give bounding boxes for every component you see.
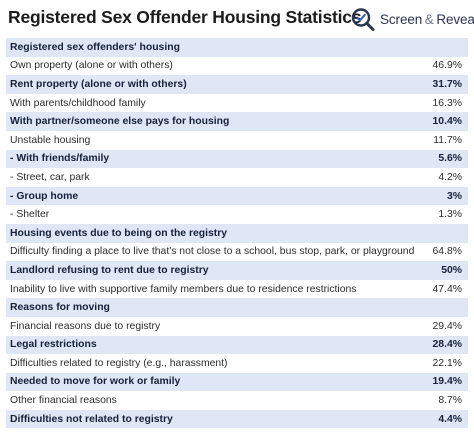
table-row: Difficulties not related to registry 4.4% xyxy=(6,409,468,429)
row-label: Financial reasons due to registry xyxy=(10,320,161,332)
row-value: 29.4% xyxy=(432,320,462,332)
table-row: - Group home 3% xyxy=(6,186,468,206)
row-value: 3% xyxy=(446,190,462,202)
table-row: Needed to move for work or family 19.4% xyxy=(6,372,468,392)
row-label: Other financial reasons xyxy=(10,395,117,407)
table-row: - With friends/family 5.6% xyxy=(6,149,468,169)
row-label: Legal restrictions xyxy=(10,339,97,351)
table-row: Landlord refusing to rent due to registr… xyxy=(6,261,468,280)
row-label: Unstable housing xyxy=(10,134,91,146)
row-label: With partner/someone else pays for housi… xyxy=(10,116,230,128)
row-value: 1.3% xyxy=(438,209,462,221)
section-header-row: Reasons for moving xyxy=(6,298,468,317)
table-row: Inability to live with supportive family… xyxy=(6,279,468,299)
table-row: Other financial reasons 8.7% xyxy=(6,391,468,410)
row-value: 8.7% xyxy=(438,395,462,407)
row-label: Needed to move for work or family xyxy=(10,376,181,388)
table-row: With parents/childhood family 16.3% xyxy=(6,93,468,113)
row-value: 31.7% xyxy=(432,78,462,90)
row-value: 19.4% xyxy=(432,376,462,388)
table-row: - Street, car, park 4.2% xyxy=(6,168,468,187)
row-value: 22.1% xyxy=(432,357,462,369)
section-title: Reasons for moving xyxy=(10,302,110,314)
table-row: Difficulty finding a place to live that'… xyxy=(6,242,468,262)
section-title: Registered sex offenders' housing xyxy=(10,41,180,53)
table-row: Own property (alone or with others) 46.9% xyxy=(6,56,468,76)
brand-name: Screen & Reveal xyxy=(380,12,474,27)
row-label: Difficulty finding a place to live that'… xyxy=(10,246,415,258)
table-row: Rent property (alone or with others) 31.7… xyxy=(6,75,468,94)
table-row: Legal restrictions 28.4% xyxy=(6,335,468,355)
row-label: Inability to live with supportive family… xyxy=(10,283,357,295)
section-header-row: Registered sex offenders' housing xyxy=(6,38,468,57)
brand-name-part2: Reveal xyxy=(436,11,474,27)
row-value: 11.7% xyxy=(433,134,462,146)
row-value: 46.9% xyxy=(432,60,462,72)
row-label: Landlord refusing to rent due to registr… xyxy=(10,264,209,276)
magnifier-check-icon xyxy=(351,8,375,31)
table-row: Difficulties related to registry (e.g., … xyxy=(6,354,468,373)
row-value: 10.4% xyxy=(432,116,462,128)
brand-amp: & xyxy=(424,11,434,27)
row-label: Difficulties not related to registry xyxy=(10,413,173,425)
row-label: With parents/childhood family xyxy=(10,97,146,109)
page-title: Registered Sex Offender Housing Statisti… xyxy=(8,7,362,27)
table-row: - Shelter 1.3% xyxy=(6,205,468,224)
table-row: Unstable housing 11.7% xyxy=(6,130,468,150)
row-value: 64.8% xyxy=(432,246,462,258)
row-value: 4.2% xyxy=(438,171,462,183)
brand-logo: Screen & Reveal xyxy=(350,7,474,31)
row-value: 5.6% xyxy=(438,153,462,165)
row-label: - Group home xyxy=(10,190,79,202)
row-value: 50% xyxy=(441,264,462,276)
table-row: Financial reasons due to registry 29.4% xyxy=(6,316,468,336)
row-label: - With friends/family xyxy=(10,153,110,165)
row-value: 4.4% xyxy=(438,413,462,425)
row-label: - Street, car, park xyxy=(10,171,90,183)
row-label: Rent property (alone or with others) xyxy=(10,78,187,90)
header: Registered Sex Offender Housing Statisti… xyxy=(0,0,474,38)
brand-name-part1: Screen xyxy=(380,11,423,27)
row-value: 16.3% xyxy=(432,97,462,109)
row-label: - Shelter xyxy=(10,209,50,221)
stats-table: Registered sex offenders' housing Own pro… xyxy=(6,38,468,429)
section-header-row: Housing events due to being on the regis… xyxy=(6,223,468,243)
row-value: 28.4% xyxy=(432,339,462,351)
row-value: 47.4% xyxy=(432,283,462,295)
row-label: Own property (alone or with others) xyxy=(10,60,173,72)
row-label: Difficulties related to registry (e.g., … xyxy=(10,357,228,369)
section-title: Housing events due to being on the regis… xyxy=(10,227,228,239)
table-row: With partner/someone else pays for housi… xyxy=(6,112,468,131)
